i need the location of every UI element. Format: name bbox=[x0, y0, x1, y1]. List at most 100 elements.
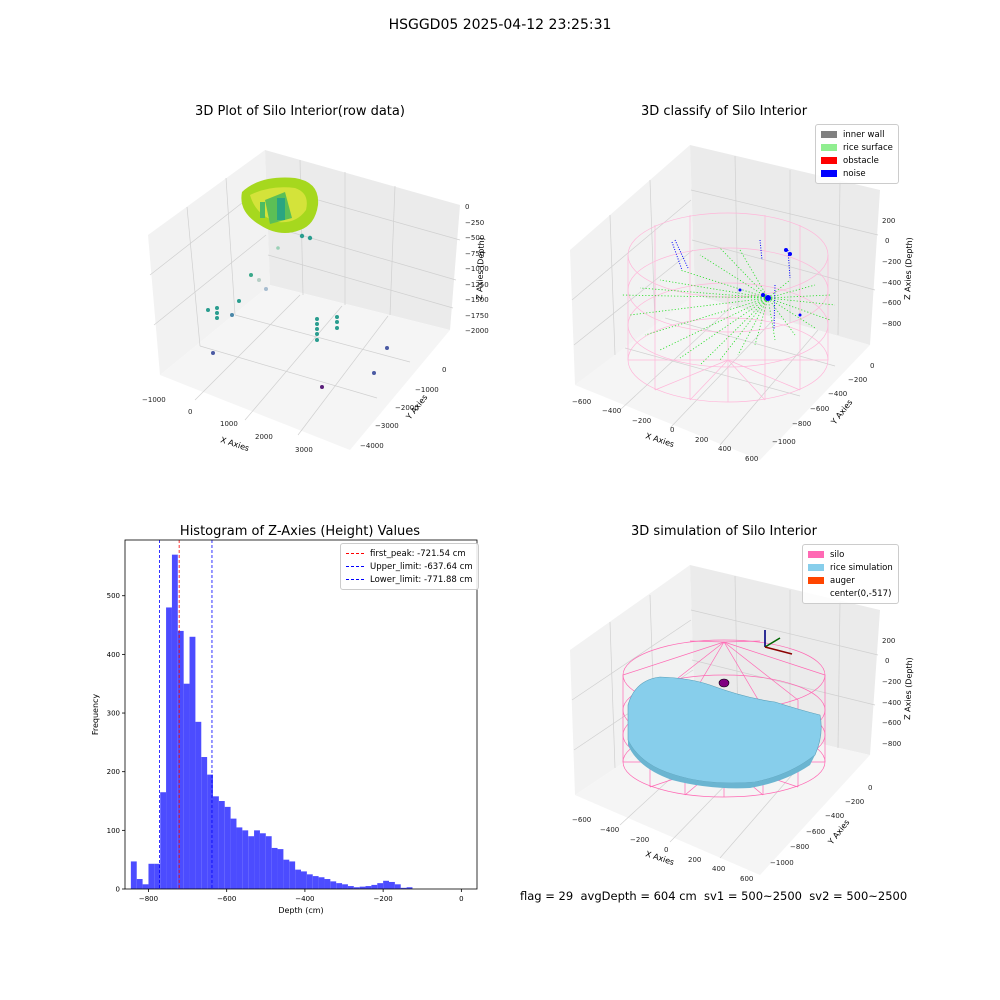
rice-simulation-shade bbox=[628, 740, 815, 789]
legend-patch-rice-surface bbox=[821, 144, 837, 151]
histogram-bar bbox=[130, 861, 137, 889]
legend-item: first_peak: -721.54 cm bbox=[346, 547, 473, 560]
raw-point-cloud bbox=[241, 177, 319, 234]
point bbox=[335, 320, 339, 324]
legend-item: noise bbox=[821, 167, 893, 180]
raw-3d-plot: −1000 0 1000 2000 3000 X Axies 0 −1000 −… bbox=[142, 150, 489, 454]
histogram-legend: first_peak: -721.54 cm Upper_limit: -637… bbox=[340, 543, 479, 590]
simulation-x-label: X Axies bbox=[644, 849, 675, 867]
simulation-legend: silo rice simulation auger center(0,-517… bbox=[802, 544, 899, 604]
z-tick: 0 bbox=[885, 657, 889, 665]
legend-item: auger bbox=[808, 574, 893, 587]
legend-label: inner wall bbox=[843, 129, 885, 140]
histogram-bar bbox=[389, 881, 395, 889]
y-tick: −3000 bbox=[375, 422, 399, 430]
histogram-bar bbox=[218, 801, 225, 889]
x-tick: 400 bbox=[718, 445, 731, 453]
z-tick: −400 bbox=[882, 699, 901, 707]
histogram-bar bbox=[224, 806, 231, 889]
legend-item: rice simulation bbox=[808, 561, 893, 574]
panel-title-histogram: Histogram of Z-Axies (Height) Values bbox=[179, 524, 421, 539]
noise-point bbox=[738, 288, 742, 292]
legend-patch-center bbox=[808, 590, 824, 597]
point bbox=[215, 316, 219, 320]
histogram-bar bbox=[148, 863, 155, 889]
rice-simulation-surface bbox=[627, 676, 822, 784]
noise-point bbox=[788, 252, 792, 256]
legend-label: first_peak: -721.54 cm bbox=[370, 548, 466, 559]
y-tick-label: 0 bbox=[116, 886, 120, 894]
point bbox=[315, 322, 319, 326]
histogram-bar bbox=[248, 836, 255, 889]
x-tick: −200 bbox=[630, 836, 649, 844]
z-tick: −750 bbox=[465, 250, 484, 258]
histogram-bar bbox=[347, 886, 354, 889]
x-tick: 0 bbox=[188, 408, 192, 416]
classify-noise-cluster bbox=[738, 248, 802, 317]
auger-marker bbox=[718, 678, 730, 688]
point bbox=[299, 233, 305, 239]
z-tick: −1750 bbox=[465, 312, 489, 320]
status-footer: flag = 29 avgDepth = 604 cm sv1 = 500~25… bbox=[520, 889, 908, 903]
z-tick: 0 bbox=[465, 203, 469, 211]
y-tick: −2000 bbox=[395, 404, 419, 412]
noise-point bbox=[761, 293, 765, 297]
classify-rice-surface bbox=[621, 247, 836, 366]
noise-point bbox=[798, 313, 802, 317]
histogram-bar bbox=[312, 876, 319, 889]
legend-label: rice surface bbox=[843, 142, 893, 153]
y-tick: −800 bbox=[792, 420, 811, 428]
point bbox=[385, 346, 389, 350]
histogram-bar bbox=[318, 877, 325, 889]
histogram-bar bbox=[383, 880, 389, 889]
legend-patch-silo bbox=[808, 551, 824, 558]
histogram-bars bbox=[130, 554, 413, 889]
raw-x-ticks: −1000 0 1000 2000 3000 bbox=[142, 396, 313, 454]
legend-item: inner wall bbox=[821, 128, 893, 141]
classify-noise bbox=[671, 239, 791, 331]
histogram-bar bbox=[400, 887, 407, 889]
histogram-bar bbox=[342, 884, 348, 889]
point bbox=[230, 313, 234, 317]
histogram-bar bbox=[306, 874, 313, 889]
raw-y-ticks: 0 −1000 −2000 −3000 −4000 bbox=[360, 366, 446, 450]
z-tick: −2000 bbox=[465, 327, 489, 335]
point bbox=[215, 311, 219, 315]
point bbox=[307, 235, 313, 241]
histogram-bar bbox=[259, 833, 266, 889]
legend-line-upper-limit bbox=[346, 566, 364, 567]
raw-grid bbox=[149, 159, 461, 436]
histogram-bar bbox=[230, 818, 237, 889]
y-tick-label: 500 bbox=[107, 592, 120, 600]
x-tick-label: −200 bbox=[374, 895, 393, 903]
noise-point bbox=[784, 248, 788, 252]
y-tick-label: 400 bbox=[107, 651, 120, 659]
panel-title-raw: 3D Plot of Silo Interior(row data) bbox=[195, 104, 405, 119]
histogram-bar bbox=[324, 879, 331, 889]
point bbox=[372, 371, 376, 375]
simulation-x-ticks: −600 −400 −200 0 200 400 600 bbox=[572, 816, 753, 883]
z-tick: 200 bbox=[882, 637, 895, 645]
legend-label: silo bbox=[830, 549, 845, 560]
simulation-z-ticks: 200 0 −200 −400 −600 −800 bbox=[882, 637, 901, 748]
histogram-bar bbox=[177, 630, 184, 889]
y-tick: −600 bbox=[806, 828, 825, 836]
point bbox=[276, 246, 280, 250]
y-tick: −1000 bbox=[772, 438, 796, 446]
point bbox=[264, 287, 268, 291]
histogram-frame bbox=[124, 539, 478, 890]
simulation-3d-plot: −600 −400 −200 0 200 400 600 X Axies 0 −… bbox=[570, 565, 914, 883]
y-tick: −800 bbox=[790, 843, 809, 851]
raw-surface-pillar bbox=[277, 198, 285, 220]
center-triad bbox=[764, 630, 793, 655]
histogram-bar bbox=[289, 861, 296, 889]
z-tick: −800 bbox=[882, 320, 901, 328]
histogram-bar bbox=[242, 830, 249, 889]
simulation-z-label: Z Axies (Depth) bbox=[903, 657, 914, 720]
histogram-bar bbox=[330, 881, 337, 889]
histogram-bar bbox=[201, 757, 208, 889]
x-tick: −600 bbox=[572, 398, 591, 406]
x-tick: 2000 bbox=[255, 433, 273, 441]
histogram-bar bbox=[271, 847, 278, 889]
histogram-bar bbox=[166, 607, 172, 889]
